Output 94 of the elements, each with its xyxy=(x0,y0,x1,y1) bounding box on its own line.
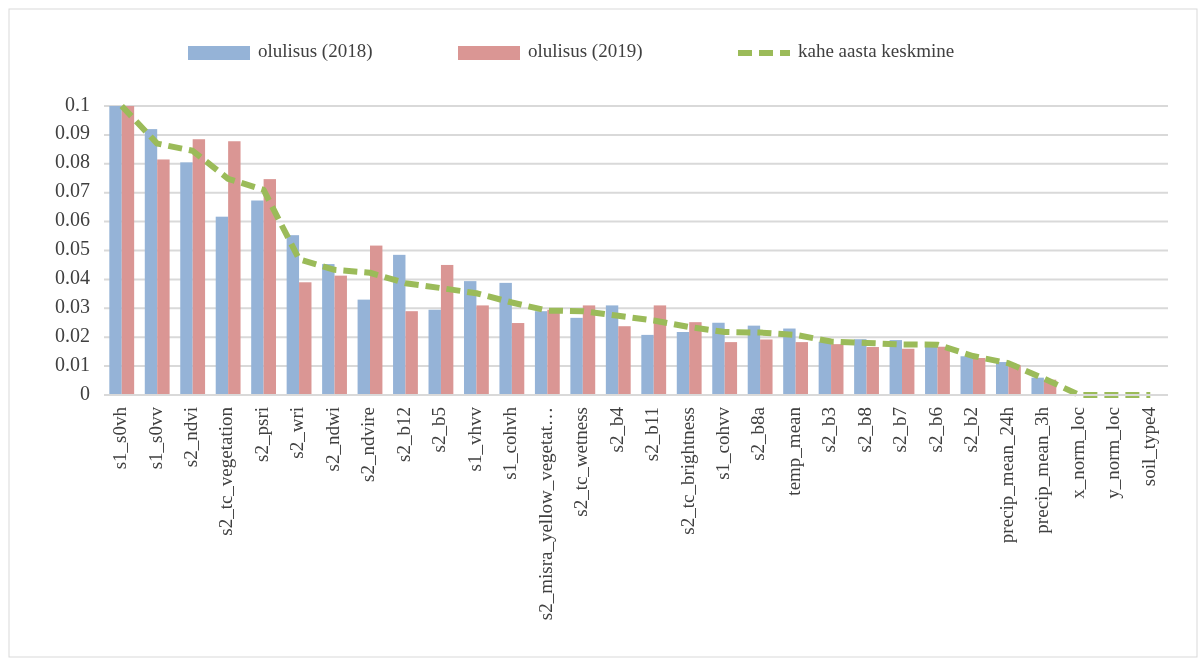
bar xyxy=(795,342,809,395)
bar xyxy=(121,106,135,395)
x-tick-label: s1_vhvv xyxy=(463,406,485,472)
x-tick-label: s2_ndwi xyxy=(321,407,343,472)
bar xyxy=(582,305,596,395)
bar xyxy=(357,299,370,395)
x-tick-label: s2_b2 xyxy=(960,407,982,453)
bar xyxy=(322,264,335,395)
x-tick-label: s2_tc_brightness xyxy=(676,407,698,535)
bar xyxy=(511,323,525,395)
legend-label: olulisus (2019) xyxy=(528,40,643,63)
bar xyxy=(995,362,1009,395)
x-tick-label: s2_b8a xyxy=(747,406,769,461)
bar xyxy=(902,348,915,395)
bar xyxy=(783,328,796,395)
x-tick-label: s1_s0vv xyxy=(144,406,166,470)
y-tick-label: 0.09 xyxy=(55,121,90,144)
x-tick-label: s2_b5 xyxy=(428,407,450,453)
bar xyxy=(157,159,170,395)
x-tick-label: s1_s0vh xyxy=(109,406,131,470)
x-tick-label: s2_b7 xyxy=(889,407,911,453)
bar xyxy=(334,275,347,395)
bar xyxy=(228,141,241,395)
bar xyxy=(1031,377,1044,395)
x-tick-label: soil_type4 xyxy=(1137,406,1159,487)
bar xyxy=(263,179,277,395)
x-tick-label: s2_ndvi xyxy=(180,407,202,468)
x-tick-label: s2_psri xyxy=(250,407,272,462)
bar xyxy=(925,345,938,395)
bar xyxy=(960,356,973,395)
bar xyxy=(972,358,986,395)
x-tick-label: s1_cohvv xyxy=(712,406,734,480)
x-tick-label: s2_misra_yellow_vegetat… xyxy=(534,407,556,621)
bar xyxy=(251,200,264,395)
x-tick-label: s2_tc_wetness xyxy=(570,407,592,517)
x-tick-label: s2_b6 xyxy=(924,407,946,453)
bar xyxy=(676,332,690,395)
bar xyxy=(463,281,477,395)
bar xyxy=(605,305,619,395)
bar xyxy=(440,264,454,395)
bar xyxy=(818,341,832,395)
y-tick-label: 0.07 xyxy=(55,179,90,202)
y-tick-label: 0 xyxy=(80,381,90,404)
x-tick-label: precip_mean_24h xyxy=(995,406,1017,544)
x-tick-label: temp_mean xyxy=(782,406,804,496)
bar xyxy=(689,322,702,395)
x-tick-label: s2_ndvire xyxy=(357,407,379,482)
bar xyxy=(712,322,725,395)
y-tick-label: 0.03 xyxy=(55,294,90,317)
y-tick-label: 0.08 xyxy=(55,150,90,173)
bar xyxy=(405,311,418,395)
bar xyxy=(831,344,844,395)
bar xyxy=(476,305,489,395)
bar xyxy=(286,235,300,395)
bar xyxy=(760,339,773,395)
y-tick-label: 0.02 xyxy=(55,323,90,346)
y-tick-label: 0.05 xyxy=(55,237,90,260)
x-tick-label: s2_b4 xyxy=(605,406,627,453)
x-tick-label: s2_wri xyxy=(286,407,308,459)
bar xyxy=(618,326,631,395)
y-tick-label: 0.04 xyxy=(55,265,90,288)
bar xyxy=(215,216,229,395)
x-tick-label: s2_tc_vegetation xyxy=(215,406,237,536)
x-tick-label: precip_mean_3h xyxy=(1031,406,1053,534)
x-tick-label: s2_b12 xyxy=(392,407,414,462)
bar xyxy=(570,317,583,395)
legend-label: kahe aasta keskmine xyxy=(798,40,955,62)
bar xyxy=(428,309,441,395)
bar xyxy=(192,139,206,395)
x-tick-label: s1_cohvh xyxy=(499,406,521,480)
y-tick-label: 0.06 xyxy=(55,208,90,231)
x-tick-label: x_norm_loc xyxy=(1066,407,1088,499)
bar xyxy=(109,106,122,395)
y-tick-label: 0.1 xyxy=(65,92,90,115)
bar xyxy=(370,245,383,395)
x-tick-label: y_norm_loc xyxy=(1102,407,1124,499)
x-tick-label: s2_b8 xyxy=(853,407,875,453)
bar xyxy=(393,254,406,395)
bar xyxy=(547,309,560,395)
bar xyxy=(937,346,950,395)
bar xyxy=(724,342,738,395)
bar xyxy=(747,325,761,395)
bar xyxy=(641,334,654,395)
bar xyxy=(144,129,158,395)
bar xyxy=(866,347,879,395)
bar xyxy=(854,339,867,395)
x-tick-label: s2_b11 xyxy=(641,407,663,462)
bar xyxy=(180,162,193,395)
bar xyxy=(499,282,512,395)
legend-label: olulisus (2018) xyxy=(258,40,373,63)
bar xyxy=(534,311,548,395)
x-tick-label: s2_b3 xyxy=(818,407,840,453)
y-tick-label: 0.01 xyxy=(55,352,90,375)
bar xyxy=(299,282,312,395)
